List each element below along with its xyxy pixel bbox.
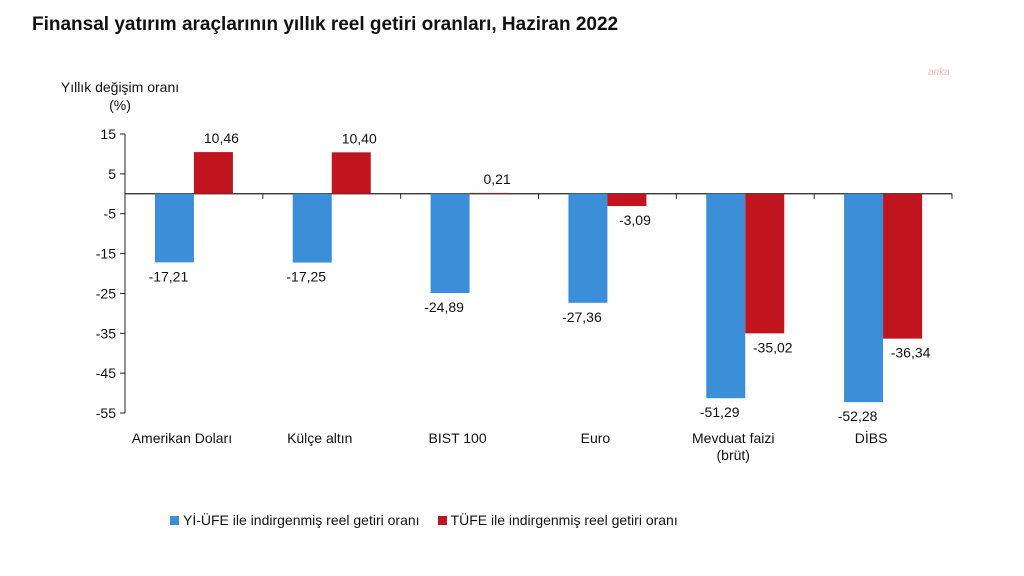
y-tick-label: -15 [96,246,116,262]
x-tick-label: Külçe altın [287,430,352,446]
x-tick-label: (brüt) [717,447,750,463]
legend-label-yi-ufe: Yİ-ÜFE ile indirgenmiş reel getiri oranı [183,512,420,528]
chart-title: Finansal yatırım araçlarının yıllık reel… [32,14,619,35]
data-label: -3,09 [619,212,651,228]
legend-item-tufe: TÜFE ile indirgenmiş reel getiri oranı [437,512,678,528]
legend-swatch-yi-ufe [170,515,179,525]
x-tick-label: Euro [581,430,611,446]
bar [469,192,509,194]
y-tick-label: -55 [96,405,116,421]
bar [883,193,923,339]
y-tick-label: -5 [104,206,117,222]
data-label: -51,29 [700,404,740,420]
data-label: 0,21 [483,171,510,187]
y-tick-label: -45 [96,365,116,381]
data-label: -27,36 [562,309,602,325]
data-label: -36,34 [891,345,931,361]
watermark-logo: anka [928,67,950,78]
data-label: 10,40 [342,130,377,146]
bar [292,193,332,263]
x-tick-label: DİBS [855,429,888,446]
bar [745,193,785,334]
bar [331,152,371,194]
y-axis-label: Yıllık değişim oranı (%) [60,79,180,113]
data-label: -17,25 [286,269,326,285]
bar [568,193,608,303]
bar [607,193,647,207]
y-tick-label: 15 [100,126,116,142]
bar [430,193,470,293]
data-label: -17,21 [149,268,189,284]
bar [154,193,194,263]
data-label: -52,28 [838,408,878,424]
legend-label-tufe: TÜFE ile indirgenmiş reel getiri oranı [450,512,678,528]
x-tick-label: Amerikan Doları [132,430,232,446]
y-tick-label: 5 [108,166,116,182]
y-tick-label: -35 [96,325,116,341]
data-label: -24,89 [424,299,464,315]
x-tick-label: Mevduat faizi [692,430,774,446]
y-tick-label: -25 [96,285,116,301]
legend: Yİ-ÜFE ile indirgenmiş reel getiri oranı… [170,512,696,528]
data-label: -35,02 [753,339,793,355]
bar [844,193,884,403]
legend-item-yi-ufe: Yİ-ÜFE ile indirgenmiş reel getiri oranı [170,512,420,528]
legend-swatch-tufe [437,515,447,525]
bar [706,193,746,399]
data-label: 10,46 [204,130,239,146]
bar [193,152,233,194]
x-tick-label: BIST 100 [429,430,487,446]
